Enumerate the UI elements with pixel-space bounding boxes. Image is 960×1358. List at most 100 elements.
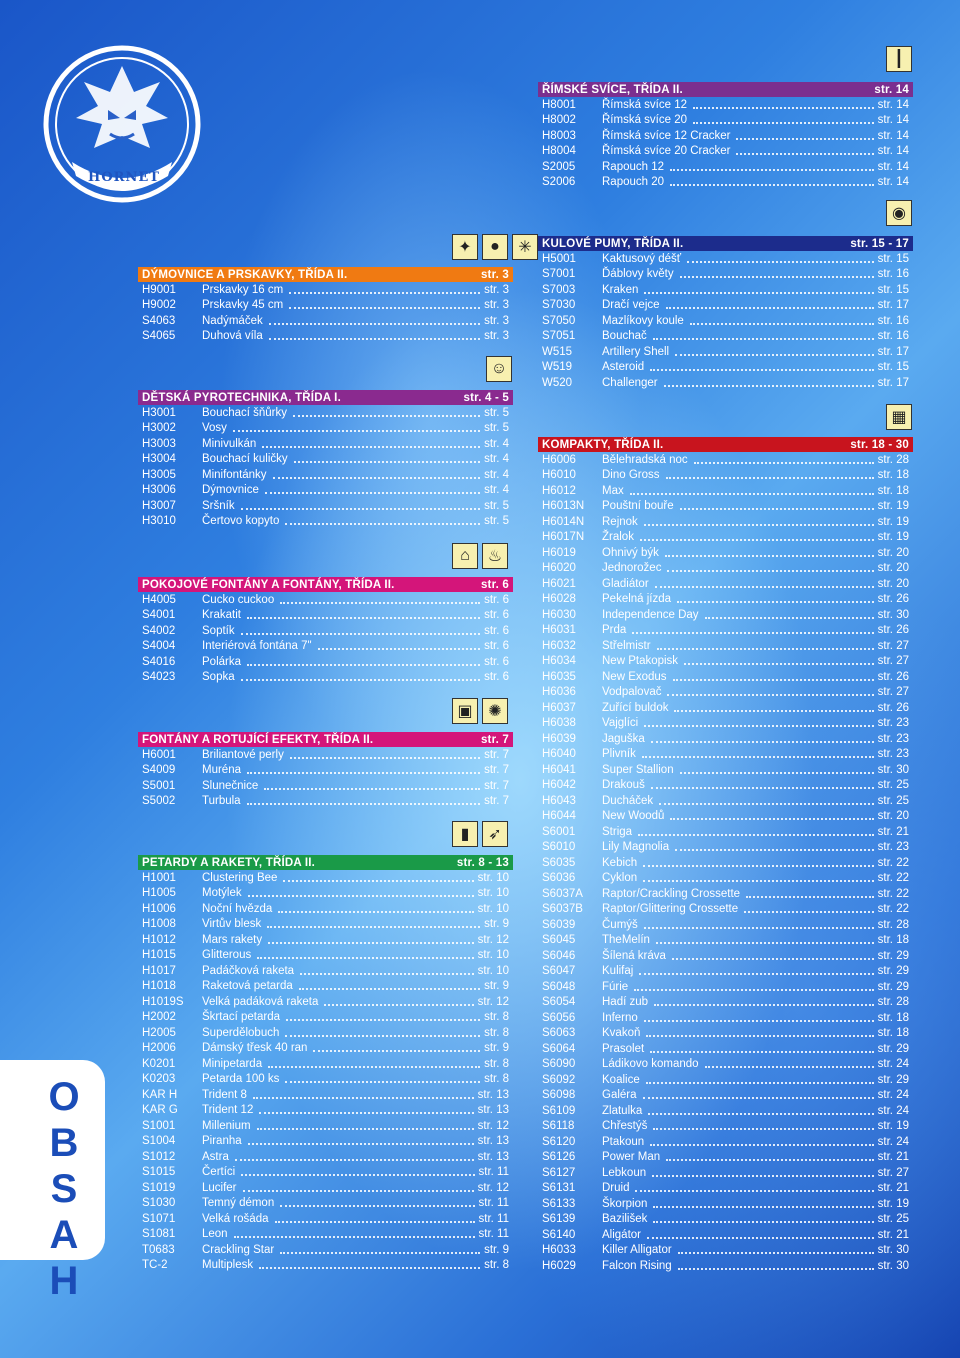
list-item: H9002 Prskavky 45 cm str. 3: [138, 298, 513, 314]
item-code: H2002: [142, 1011, 176, 1024]
dot-leader: [643, 926, 874, 929]
dot-leader: [293, 414, 481, 417]
item-code: S6064: [542, 1042, 576, 1055]
item-code: H6012: [542, 484, 576, 497]
item-name: Vosy: [202, 422, 227, 435]
item-page: str. 11: [478, 1197, 509, 1210]
dot-leader: [268, 1065, 481, 1068]
dot-leader: [675, 849, 874, 852]
item-page: str. 26: [877, 670, 909, 683]
item-code: H4005: [142, 593, 176, 606]
dot-leader: [638, 833, 874, 836]
list-item: H2005 Superdělobuch str. 8: [138, 1025, 513, 1041]
item-code: H6013N: [542, 500, 585, 513]
dot-leader: [652, 338, 874, 341]
dot-leader: [665, 477, 874, 480]
list-item: S1001 Millenium str. 12: [138, 1118, 513, 1134]
item-name: Duhová víla: [202, 330, 263, 343]
list-item: H1012 Mars rakety str. 12: [138, 932, 513, 948]
item-page: str. 27: [877, 1166, 909, 1179]
list-item: S6139 Bazilišek str. 25: [538, 1212, 913, 1228]
dot-leader: [704, 1066, 874, 1069]
item-name: Soptík: [202, 624, 235, 637]
dot-leader: [268, 941, 474, 944]
dot-leader: [650, 1143, 874, 1146]
list-item: S4016 Polárka str. 6: [138, 654, 513, 670]
item-page: str. 7: [484, 748, 509, 761]
list-item: S6039 Čumýš str. 28: [538, 917, 913, 933]
item-code: H6029: [542, 1259, 576, 1272]
side-label: OBSAH: [42, 1075, 86, 1305]
dot-leader: [268, 322, 481, 325]
item-page: str. 19: [877, 1197, 909, 1210]
item-name: TheMelín: [602, 934, 650, 947]
list-item: H6021 Gladiátor str. 20: [538, 576, 913, 592]
list-item: KAR H Trident 8 str. 13: [138, 1087, 513, 1103]
list-item: H1019S Velká padáková raketa str. 12: [138, 994, 513, 1010]
list-item: H3003 Minivulkán str. 4: [138, 436, 513, 452]
item-page: str. 12: [477, 933, 509, 946]
list-item: S6133 Škorpion str. 19: [538, 1196, 913, 1212]
list-item: S1071 Velká rošáda str. 11: [138, 1211, 513, 1227]
dot-leader: [643, 864, 874, 867]
section-page: str. 15 - 17: [850, 237, 909, 250]
list-item: S7050 Mazlíkovy koule str. 16: [538, 313, 913, 329]
item-name: Hadí zub: [602, 996, 649, 1009]
dot-leader: [289, 291, 481, 294]
item-name: Bouchací šňůrky: [202, 406, 288, 419]
section-title: ŘÍMSKÉ SVÍCE, TŘÍDA II.: [542, 83, 683, 96]
dot-leader: [272, 476, 481, 479]
item-code: S4063: [142, 314, 176, 327]
item-code: H3002: [142, 422, 176, 435]
list-item: S4063 Nadýmáček str. 3: [138, 313, 513, 329]
dot-leader: [285, 523, 481, 526]
item-page: str. 22: [877, 887, 909, 900]
item-code: H6031: [542, 624, 576, 637]
item-code: S6098: [542, 1089, 576, 1102]
item-code: S6039: [542, 918, 576, 931]
item-code: S6046: [542, 949, 576, 962]
item-page: str. 30: [877, 1259, 909, 1272]
item-page: str. 29: [877, 965, 909, 978]
section-page: str. 4 - 5: [463, 391, 509, 404]
item-page: str. 5: [484, 406, 509, 419]
item-page: str. 7: [484, 764, 509, 777]
list-item: H6031 Prda str. 26: [538, 623, 913, 639]
item-page: str. 26: [877, 701, 909, 714]
item-code: H1008: [142, 918, 176, 931]
list-item: H3004 Bouchací kuličky str. 4: [138, 452, 513, 468]
section-title: DĚTSKÁ PYROTECHNIKA, TŘÍDA I.: [142, 391, 341, 404]
item-page: str. 10: [477, 871, 509, 884]
item-page: str. 9: [484, 918, 509, 931]
list-item: H6042 Drakouš str. 25: [538, 778, 913, 794]
item-page: str. 14: [877, 98, 909, 111]
section-icons: ✦ ● ✳: [452, 234, 538, 260]
item-code: S6140: [542, 1228, 576, 1241]
item-page: str. 26: [877, 624, 909, 637]
item-page: str. 25: [877, 779, 909, 792]
item-code: S6056: [542, 1011, 576, 1024]
item-page: str. 3: [484, 299, 509, 312]
item-code: H6043: [542, 794, 576, 807]
item-page: str. 16: [877, 268, 909, 281]
list-item: H1005 Motýlek str. 10: [138, 886, 513, 902]
item-name: Lily Magnolia: [602, 841, 670, 854]
item-page: str. 29: [877, 949, 909, 962]
list-item: S6090 Ládikovo komando str. 24: [538, 1057, 913, 1073]
item-code: S6054: [542, 996, 576, 1009]
item-page: str. 10: [477, 887, 509, 900]
list-item: H6028 Pekelná jízda str. 26: [538, 592, 913, 608]
list-item: K0201 Minipetarda str. 8: [138, 1056, 513, 1072]
dot-leader: [641, 756, 874, 759]
item-code: S6127: [542, 1166, 576, 1179]
item-code: H1018: [142, 980, 176, 993]
roman-candle-icon: ┃: [886, 46, 912, 72]
item-name: Velká rošáda: [202, 1212, 269, 1225]
item-name: Druid: [602, 1182, 630, 1195]
item-name: Jednorožec: [602, 562, 662, 575]
item-code: K0203: [142, 1073, 176, 1086]
list-item: H1008 Virtův blesk str. 9: [138, 917, 513, 933]
item-page: str. 28: [877, 996, 909, 1009]
item-page: str. 19: [877, 500, 909, 513]
list-item: S2005 Rapouch 12 str. 14: [538, 159, 913, 175]
